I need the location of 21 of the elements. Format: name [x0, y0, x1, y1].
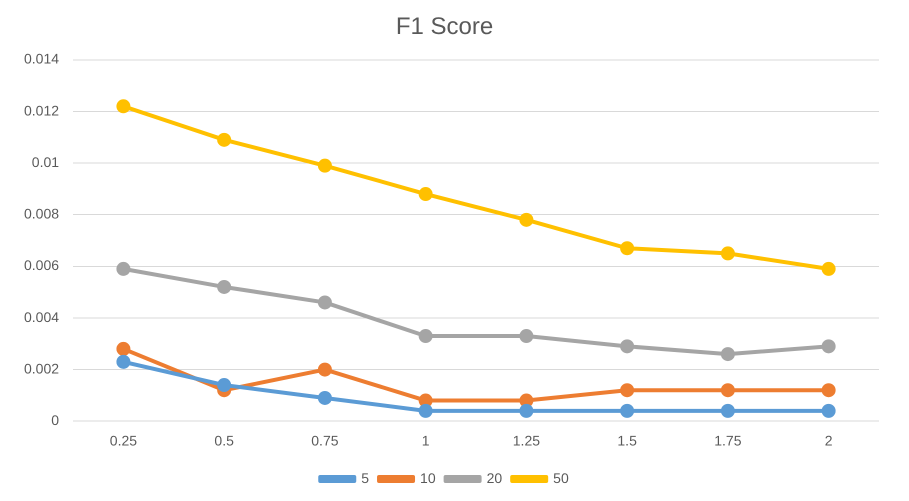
legend-label: 20: [486, 470, 502, 486]
y-tick-label: 0.006: [24, 257, 60, 274]
y-tick-label: 0.014: [24, 50, 60, 67]
x-tick-label: 2: [824, 432, 833, 448]
y-tick-label: 0.01: [32, 154, 60, 170]
legend-label: 10: [420, 470, 436, 486]
legend-label: 5: [361, 470, 370, 486]
x-tick-label: 1.75: [714, 432, 742, 448]
y-tick-label: 0.004: [24, 308, 60, 325]
x-tick-label: 1.5: [617, 432, 638, 448]
y-tick-label: 0.002: [24, 360, 60, 376]
legend-label: 50: [553, 470, 569, 486]
x-tick-label: 1.25: [512, 432, 540, 448]
y-tick-label: 0: [51, 412, 60, 428]
chart-title: F1 Score: [396, 13, 494, 40]
y-tick-label: 0.008: [24, 206, 60, 222]
y-tick-label: 0.012: [24, 102, 60, 118]
x-tick-label: 0.75: [311, 432, 339, 448]
x-tick-label: 0.5: [214, 432, 234, 448]
x-tick-label: 0.25: [110, 432, 138, 448]
x-tick-label: 1: [422, 432, 430, 448]
